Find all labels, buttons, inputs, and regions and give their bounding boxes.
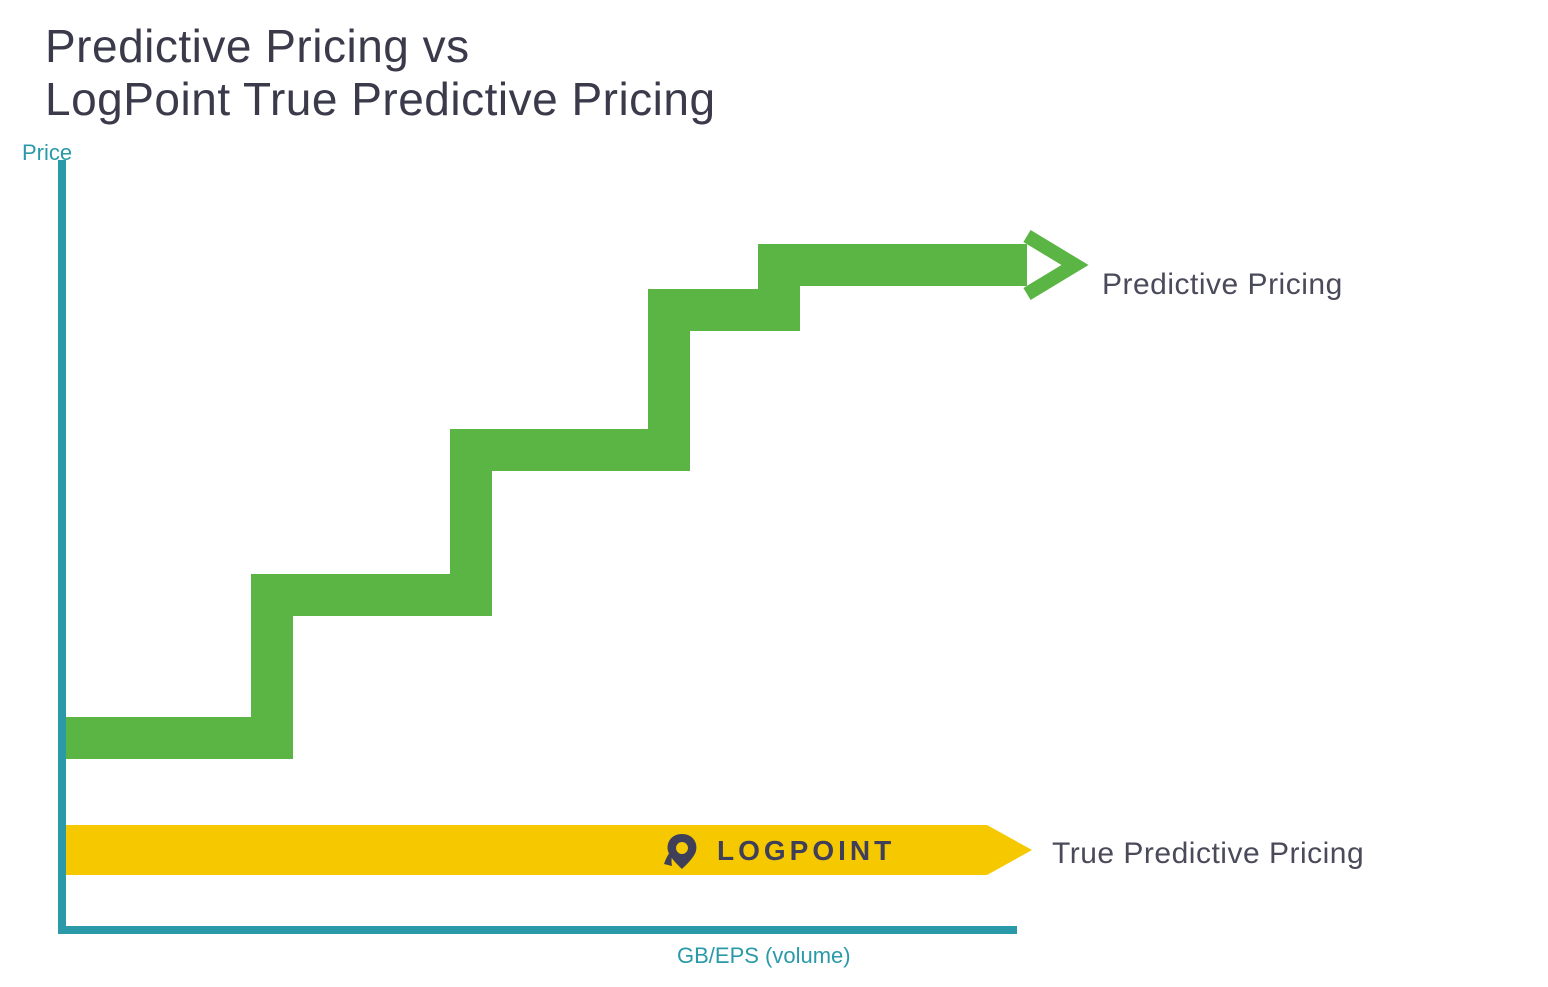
chart-title-line1: Predictive Pricing vs (45, 20, 470, 72)
logpoint-logo-text: LOGPOINT (717, 835, 895, 866)
chart-title: Predictive Pricing vs LogPoint True Pred… (45, 20, 716, 126)
predictive-arrowhead-icon (1027, 236, 1075, 294)
chart-area: Price GB/EPS (volume) Predictive Pricing… (17, 140, 1517, 970)
chart-svg: LOGPOINT (17, 140, 1517, 970)
predictive-step-line (66, 265, 1027, 738)
chart-title-line2: LogPoint True Predictive Pricing (45, 73, 716, 125)
